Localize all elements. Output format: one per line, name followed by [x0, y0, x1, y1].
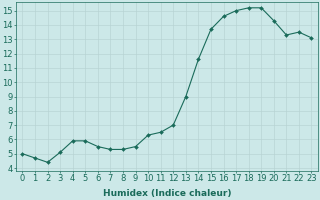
X-axis label: Humidex (Indice chaleur): Humidex (Indice chaleur): [103, 189, 231, 198]
